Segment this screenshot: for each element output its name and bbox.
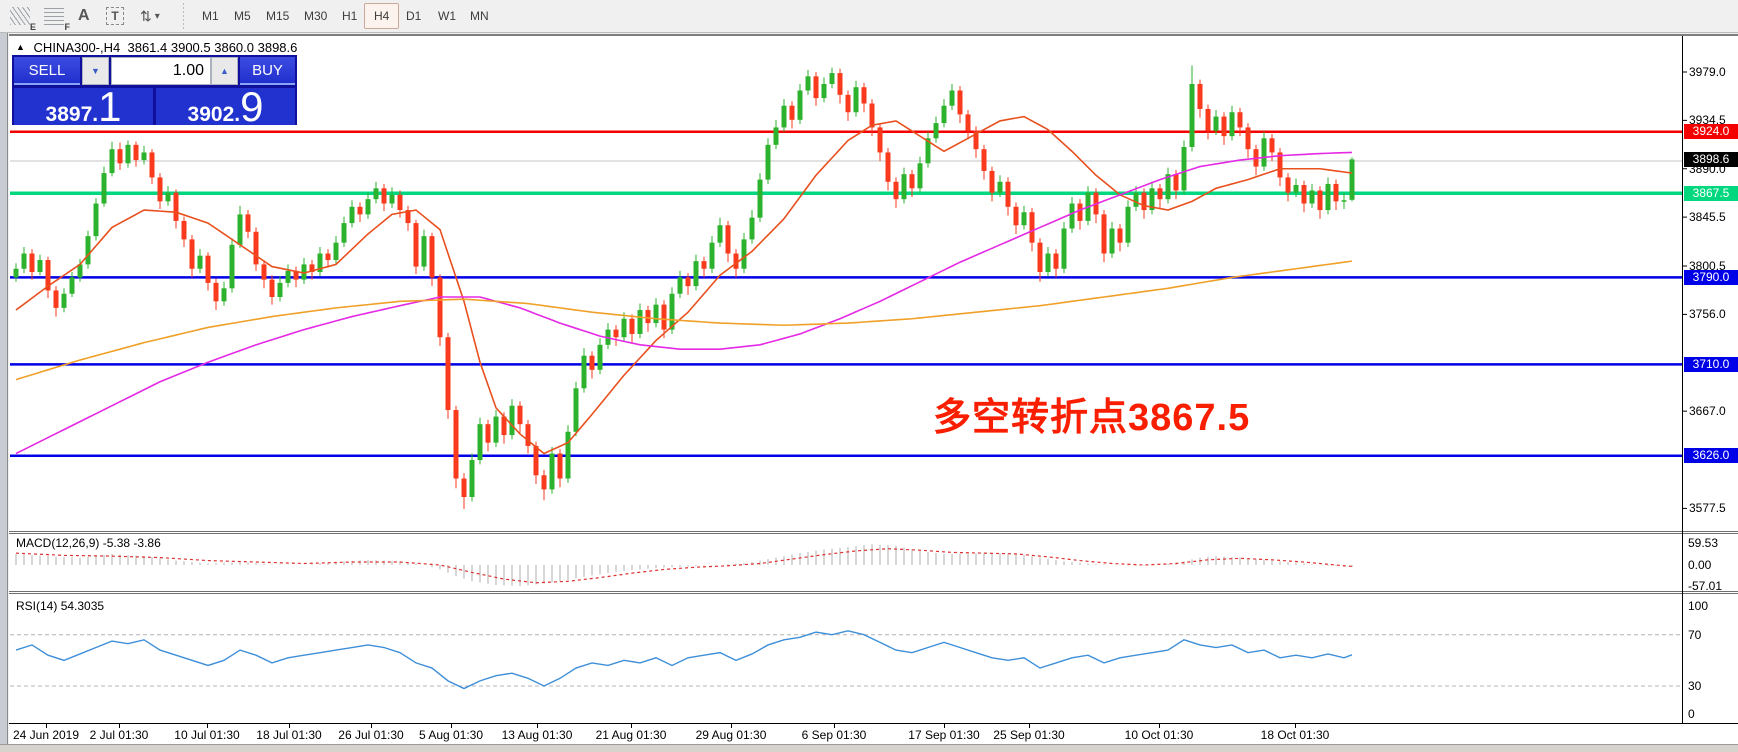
timeframe-mn[interactable]: MN — [470, 9, 489, 23]
price-level-badge: 3867.5 — [1684, 185, 1738, 201]
time-label: 25 Sep 01:30 — [993, 728, 1065, 742]
time-tick — [834, 724, 835, 728]
time-label: 6 Sep 01:30 — [801, 728, 867, 742]
chart-quote-title: ▲ CHINA300-,H4 3861.4 3900.5 3860.0 3898… — [16, 40, 297, 55]
dropdown-caret-icon: ▾ — [154, 10, 160, 22]
timeframe-m15[interactable]: M15 — [266, 9, 290, 23]
text-label-icon[interactable]: T — [106, 4, 124, 28]
time-tick — [1159, 724, 1160, 728]
timeframe-h4[interactable]: H4 — [364, 3, 400, 29]
time-tick — [631, 724, 632, 728]
time-tick — [119, 724, 120, 728]
rsi-axis-tick: 0 — [1688, 707, 1695, 721]
time-tick — [289, 724, 290, 728]
time-tick — [731, 724, 732, 728]
macd-axis-tick: 59.53 — [1688, 535, 1719, 550]
price-level-badge: 3710.0 — [1684, 356, 1738, 372]
time-label: 2 Jul 01:30 — [89, 728, 149, 742]
macd-axis-tick: 0.00 — [1688, 558, 1712, 572]
time-label: 24 Jun 2019 — [12, 728, 80, 742]
time-label: 21 Aug 01:30 — [595, 728, 667, 742]
price-level-badge: 3626.0 — [1684, 448, 1738, 464]
time-tick — [1295, 724, 1296, 728]
rsi-label: RSI(14) 54.3035 — [16, 599, 105, 613]
time-label: 18 Oct 01:30 — [1260, 728, 1330, 742]
buy-button[interactable]: BUY — [240, 57, 295, 85]
ohlc-values: 3861.4 3900.5 3860.0 3898.6 — [127, 40, 298, 55]
time-label: 29 Aug 01:30 — [695, 728, 767, 742]
rsi-axis-tick: 70 — [1688, 628, 1702, 642]
price-level-badge: 3790.0 — [1684, 269, 1738, 285]
price-tick: 3756.0 — [1689, 307, 1726, 322]
window-bottom-edge — [0, 744, 1738, 752]
symbol-label: CHINA300-,H4 — [33, 40, 121, 55]
time-tick — [46, 724, 47, 728]
time-label: 26 Jul 01:30 — [338, 728, 404, 742]
equidistant-channel-icon[interactable]: E — [10, 4, 36, 32]
timeframe-m1[interactable]: M1 — [202, 9, 219, 23]
time-axis[interactable]: 24 Jun 2019 2 Jul 01:30 10 Jul 01:30 18 Jul… — [9, 723, 1738, 744]
time-tick — [451, 724, 452, 728]
fibonacci-icon[interactable]: F — [44, 4, 70, 32]
pane-separator-macd[interactable] — [9, 531, 1738, 534]
chart-canvas[interactable] — [9, 34, 1738, 744]
time-label: 13 Aug 01:30 — [501, 728, 573, 742]
toolbar-separator — [183, 3, 184, 29]
chart-text-annotation: 多空转折点3867.5 — [933, 397, 1251, 439]
timeframe-m30[interactable]: M30 — [304, 9, 328, 23]
sell-price-quote[interactable]: 3897. 1 — [14, 86, 153, 128]
time-label: 17 Sep 01:30 — [908, 728, 980, 742]
rsi-axis-tick: 30 — [1688, 679, 1702, 693]
spin-down-icon: ▼ — [91, 66, 100, 76]
timeframe-h1[interactable]: H1 — [342, 9, 358, 23]
buy-price-quote[interactable]: 3902. 9 — [156, 86, 295, 128]
volume-decrease-button[interactable]: ▼ — [82, 57, 109, 85]
macd-label: MACD(12,26,9) -5.38 -3.86 — [16, 536, 161, 550]
price-tick: 3934.5 — [1689, 113, 1726, 128]
sell-button[interactable]: SELL — [14, 57, 80, 85]
collapse-arrow-icon[interactable]: ▲ — [16, 42, 25, 52]
time-label: 5 Aug 01:30 — [418, 728, 484, 742]
timeframe-d1[interactable]: D1 — [406, 9, 422, 23]
time-tick — [537, 724, 538, 728]
volume-input[interactable] — [111, 57, 211, 85]
macd-axis-tick: -57.01 — [1688, 579, 1723, 594]
price-axis-border — [1682, 36, 1683, 723]
price-tick: 3577.5 — [1689, 501, 1726, 516]
top-toolbar: E F A T ⇅ ▾ M1 M5 M15 M30 H1 H4 D1 W1 MN — [0, 0, 1738, 33]
volume-increase-button[interactable]: ▲ — [211, 57, 238, 85]
price-tick: 3667.0 — [1689, 404, 1726, 419]
time-tick — [1029, 724, 1030, 728]
time-tick — [207, 724, 208, 728]
time-label: 10 Jul 01:30 — [174, 728, 240, 742]
pane-separator-rsi[interactable] — [9, 591, 1738, 594]
time-tick — [944, 724, 945, 728]
text-icon[interactable]: A — [78, 7, 90, 24]
timeframe-m5[interactable]: M5 — [234, 9, 251, 23]
price-tick: 3845.5 — [1689, 210, 1726, 225]
time-label: 10 Oct 01:30 — [1124, 728, 1194, 742]
time-tick — [371, 724, 372, 728]
spin-up-icon: ▲ — [220, 66, 229, 76]
rsi-axis-tick: 100 — [1688, 599, 1709, 613]
price-tick: 3800.5 — [1689, 259, 1726, 274]
timeframe-w1[interactable]: W1 — [438, 9, 456, 23]
price-level-badge: 3898.6 — [1684, 151, 1738, 167]
arrow-objects-icon[interactable]: ⇅ ▾ — [140, 7, 160, 24]
price-level-badge: 3924.0 — [1684, 124, 1738, 140]
time-label: 18 Jul 01:30 — [256, 728, 322, 742]
one-click-trade-panel: SELL ▼ ▲ BUY 3897.1 3902.9 — [12, 55, 297, 128]
price-tick: 3979.0 — [1689, 65, 1726, 79]
window-left-edge — [0, 33, 8, 744]
